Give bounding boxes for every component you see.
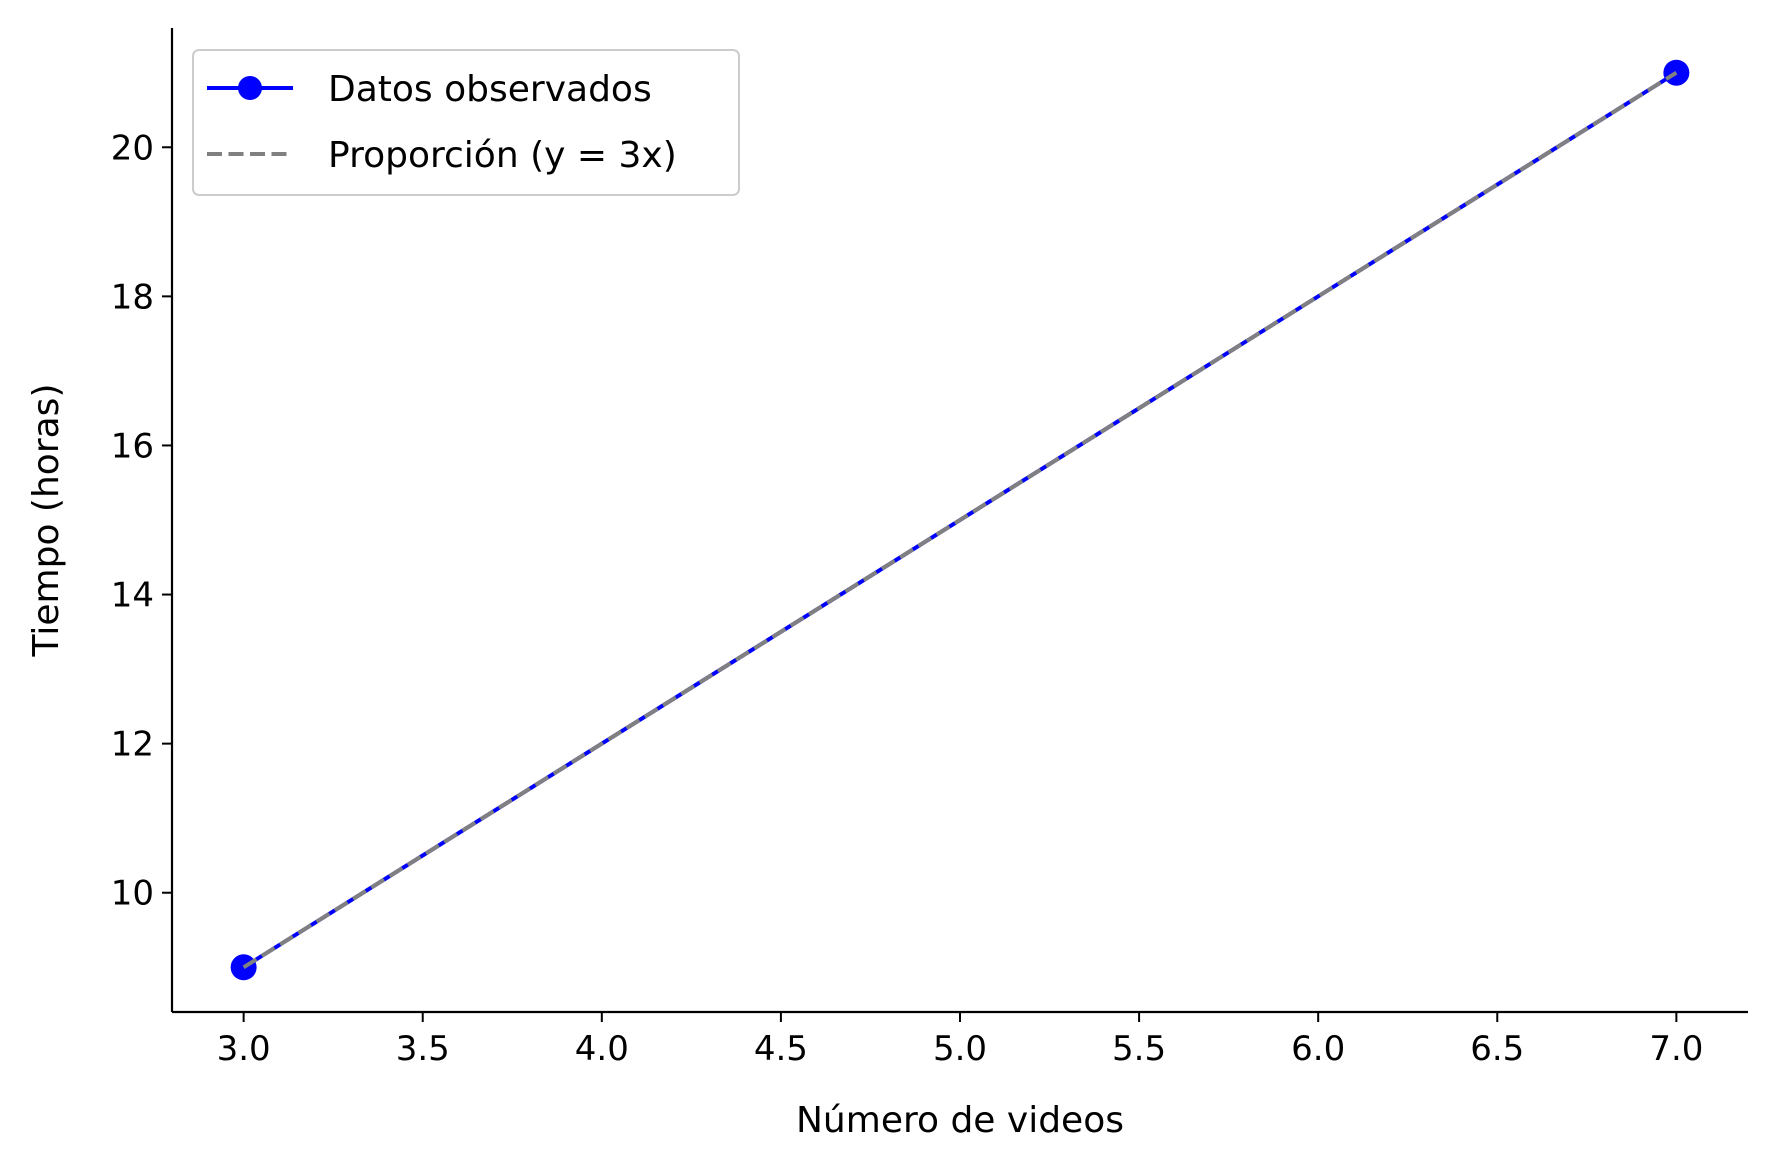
legend-box — [192, 49, 740, 196]
y-tick-label: 18 — [111, 277, 154, 317]
y-axis-label: Tiempo (horas) — [26, 384, 67, 658]
legend: Datos observados Proporción (y = 3x) — [192, 49, 740, 196]
data-point — [1663, 59, 1690, 86]
series-line-1 — [242, 71, 1678, 969]
y-tick-label: 20 — [111, 128, 154, 168]
x-tick-label: 6.5 — [1470, 1029, 1524, 1069]
series-layer — [230, 59, 1690, 981]
legend-label: Datos observados — [328, 69, 652, 110]
x-tick-label: 6.0 — [1291, 1029, 1345, 1069]
legend-item: Datos observados — [207, 69, 652, 110]
x-tick-label: 4.5 — [754, 1029, 808, 1069]
x-axis-label: Número de videos — [796, 1100, 1124, 1141]
y-tick-label: 14 — [111, 576, 154, 616]
y-tick-label: 12 — [111, 725, 154, 765]
x-tick-label: 7.0 — [1649, 1029, 1703, 1069]
x-tick-label: 5.0 — [933, 1029, 987, 1069]
data-point — [230, 954, 257, 981]
x-tick-label: 3.5 — [396, 1029, 450, 1069]
legend-item: Proporción (y = 3x) — [207, 135, 677, 176]
x-tick-label: 4.0 — [575, 1029, 629, 1069]
axes: 3.0 3.5 4.0 4.5 5.0 5.5 6.0 6.5 7.0 10 12 14 16 18 20 — [111, 28, 1748, 1069]
y-tick-label: 16 — [111, 426, 154, 466]
y-tick-label: 10 — [111, 874, 154, 914]
x-tick-label: 5.5 — [1112, 1029, 1166, 1069]
legend-swatch-marker — [238, 76, 262, 100]
x-tick-label: 3.0 — [217, 1029, 271, 1069]
legend-label: Proporción (y = 3x) — [328, 135, 677, 176]
